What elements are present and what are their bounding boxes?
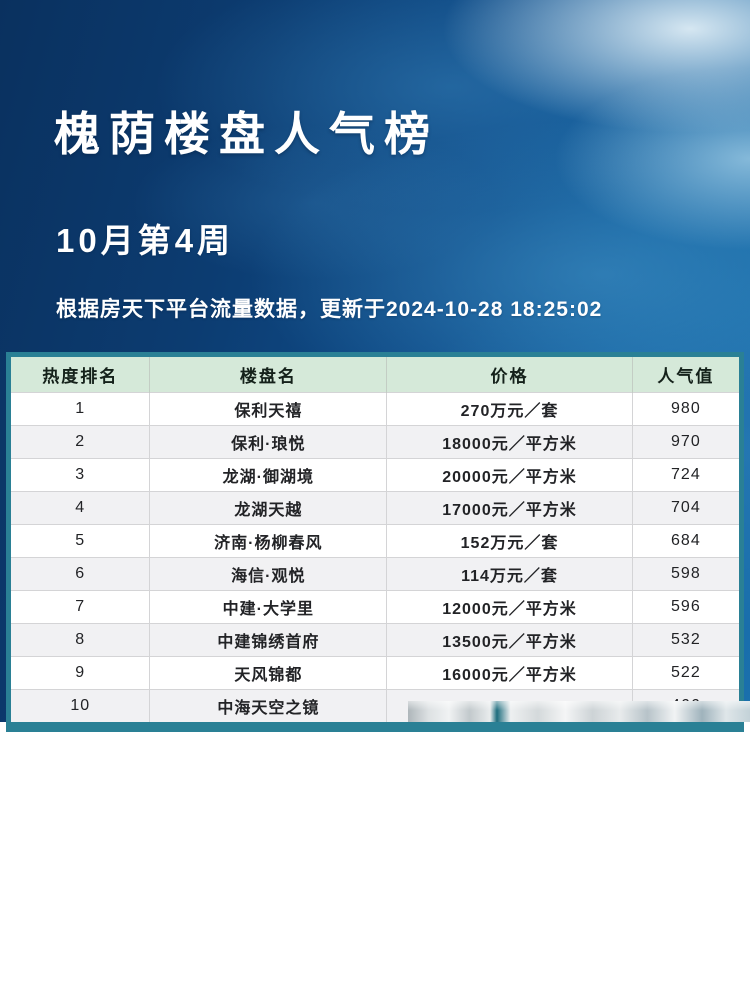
name-cell: 中海天空之镜	[149, 689, 388, 727]
col-header-popularity: 人气值	[632, 354, 742, 393]
price-cell: 12000元／平方米	[386, 590, 633, 624]
header-row: 热度排名 楼盘名 价格 人气值	[8, 354, 742, 393]
name-cell: 中建·大学里	[149, 590, 388, 624]
ranking-table: 热度排名 楼盘名 价格 人气值 1 保利天禧 270万元／套 980 2 保利·…	[6, 352, 744, 732]
cropped-photo-sliver	[408, 701, 750, 722]
table-row: 7 中建·大学里 12000元／平方米 596	[8, 590, 742, 624]
name-cell: 保利天禧	[149, 392, 388, 426]
popularity-cell: 684	[632, 524, 742, 558]
name-cell: 龙湖·御湖境	[149, 458, 388, 492]
data-source-note: 根据房天下平台流量数据，更新于2024-10-28 18:25:02	[56, 298, 603, 321]
popularity-cell: 532	[632, 623, 742, 657]
ranking-table-body: 1 保利天禧 270万元／套 980 2 保利·琅悦 18000元／平方米 97…	[8, 392, 742, 727]
name-cell: 中建锦绣首府	[149, 623, 388, 657]
page-title: 槐荫楼盘人气榜	[54, 108, 439, 160]
rank-cell: 10	[8, 689, 151, 727]
name-cell: 海信·观悦	[149, 557, 388, 591]
rank-cell: 2	[8, 425, 151, 459]
rank-cell: 9	[8, 656, 151, 690]
name-cell: 济南·杨柳春风	[149, 524, 388, 558]
col-header-name: 楼盘名	[149, 354, 388, 393]
popularity-cell: 598	[632, 557, 742, 591]
rank-cell: 1	[8, 392, 151, 426]
table-row: 6 海信·观悦 114万元／套 598	[8, 557, 742, 591]
rank-cell: 3	[8, 458, 151, 492]
price-cell: 152万元／套	[386, 524, 633, 558]
popularity-cell: 704	[632, 491, 742, 525]
col-header-price: 价格	[386, 354, 633, 393]
table-row: 1 保利天禧 270万元／套 980	[8, 392, 742, 426]
name-cell: 天风锦都	[149, 656, 388, 690]
period-subtitle: 10月第4周	[56, 222, 235, 259]
price-cell: 16000元／平方米	[386, 656, 633, 690]
price-cell: 18000元／平方米	[386, 425, 633, 459]
price-cell: 270万元／套	[386, 392, 633, 426]
price-cell: 114万元／套	[386, 557, 633, 591]
popularity-cell: 522	[632, 656, 742, 690]
popularity-cell: 970	[632, 425, 742, 459]
table-row: 4 龙湖天越 17000元／平方米 704	[8, 491, 742, 525]
table-row: 2 保利·琅悦 18000元／平方米 970	[8, 425, 742, 459]
name-cell: 龙湖天越	[149, 491, 388, 525]
col-header-rank: 热度排名	[8, 354, 151, 393]
ranking-table-header: 热度排名 楼盘名 价格 人气值	[8, 354, 742, 393]
price-cell: 13500元／平方米	[386, 623, 633, 657]
rank-cell: 8	[8, 623, 151, 657]
rank-cell: 4	[8, 491, 151, 525]
popularity-cell: 596	[632, 590, 742, 624]
price-cell: 20000元／平方米	[386, 458, 633, 492]
table-row: 8 中建锦绣首府 13500元／平方米 532	[8, 623, 742, 657]
rank-cell: 5	[8, 524, 151, 558]
rank-cell: 7	[8, 590, 151, 624]
rank-cell: 6	[8, 557, 151, 591]
name-cell: 保利·琅悦	[149, 425, 388, 459]
table-row: 9 天风锦都 16000元／平方米 522	[8, 656, 742, 690]
table-row: 3 龙湖·御湖境 20000元／平方米 724	[8, 458, 742, 492]
popularity-cell: 980	[632, 392, 742, 426]
table-row: 5 济南·杨柳春风 152万元／套 684	[8, 524, 742, 558]
popularity-cell: 724	[632, 458, 742, 492]
price-cell: 17000元／平方米	[386, 491, 633, 525]
